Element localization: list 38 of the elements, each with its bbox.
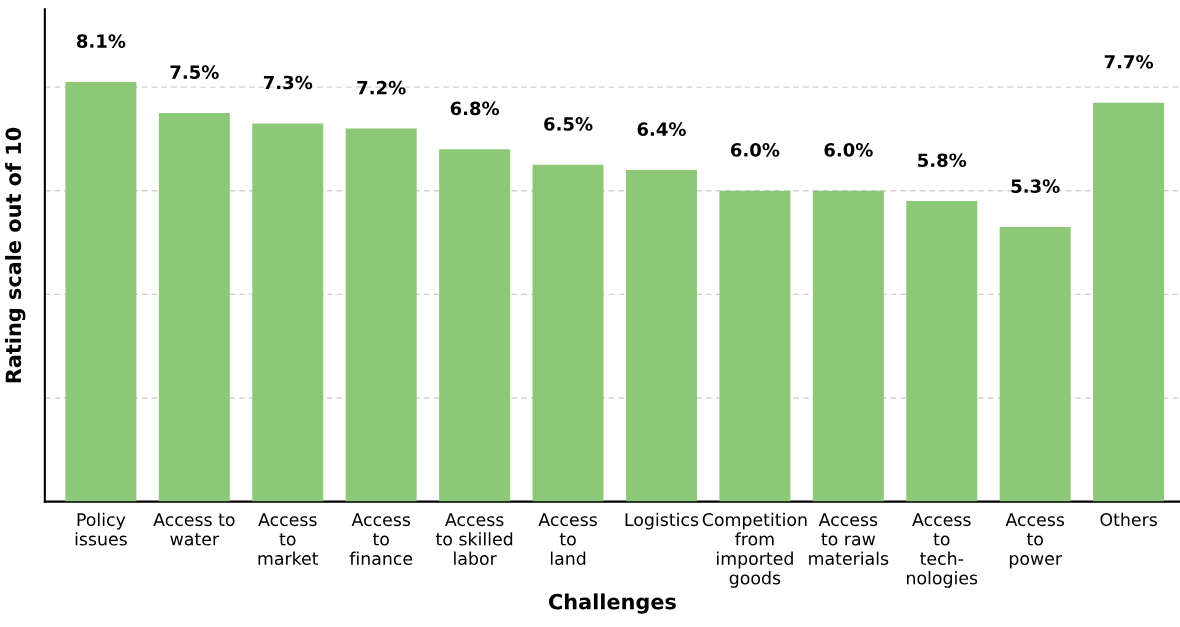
data-label: 7.3%	[263, 75, 313, 90]
bar	[812, 190, 884, 502]
x-tick-label: Access to finance	[349, 513, 413, 566]
data-label: 5.8%	[918, 153, 967, 168]
data-label: 7.7%	[1104, 54, 1154, 69]
x-tick-label: Logistics	[625, 512, 699, 530]
data-label: 7.2%	[357, 80, 406, 95]
bar	[158, 113, 230, 502]
bar	[532, 164, 604, 502]
data-label: 8.1%	[76, 34, 126, 48]
bar	[625, 170, 697, 502]
y-axis-title: Rating scale out of 10	[5, 127, 26, 383]
bar	[999, 227, 1071, 502]
data-label: 6.4%	[637, 122, 686, 136]
data-label: 6.0%	[824, 143, 873, 157]
data-label: 6.0%	[730, 143, 780, 157]
bar	[65, 81, 137, 502]
x-tick-label: Policy issues	[75, 512, 127, 546]
x-tick-label: Access to market	[258, 513, 319, 566]
data-label: 5.3%	[1011, 179, 1060, 193]
bar	[719, 190, 791, 502]
x-tick-label: Access to raw materials	[809, 513, 889, 566]
bar	[906, 201, 978, 502]
bar	[345, 128, 417, 502]
x-tick-label: Access to tech- nologies	[907, 513, 978, 588]
x-tick-label: Others	[1100, 512, 1157, 527]
x-tick-label: Access to skilled labor	[435, 513, 513, 566]
x-axis-title: Challenges	[549, 593, 676, 614]
bar	[252, 123, 324, 502]
bar	[439, 149, 511, 502]
data-label: 6.8%	[450, 101, 500, 116]
data-label: 7.5%	[170, 65, 219, 79]
x-tick-label: Access to land	[538, 513, 597, 566]
x-tick-label: Competition from imported goods	[702, 512, 807, 588]
data-label: 6.5%	[544, 117, 593, 131]
x-tick-label: Access to power	[1005, 513, 1065, 569]
x-tick-label: Access to water	[153, 513, 235, 546]
bar	[1093, 102, 1165, 502]
